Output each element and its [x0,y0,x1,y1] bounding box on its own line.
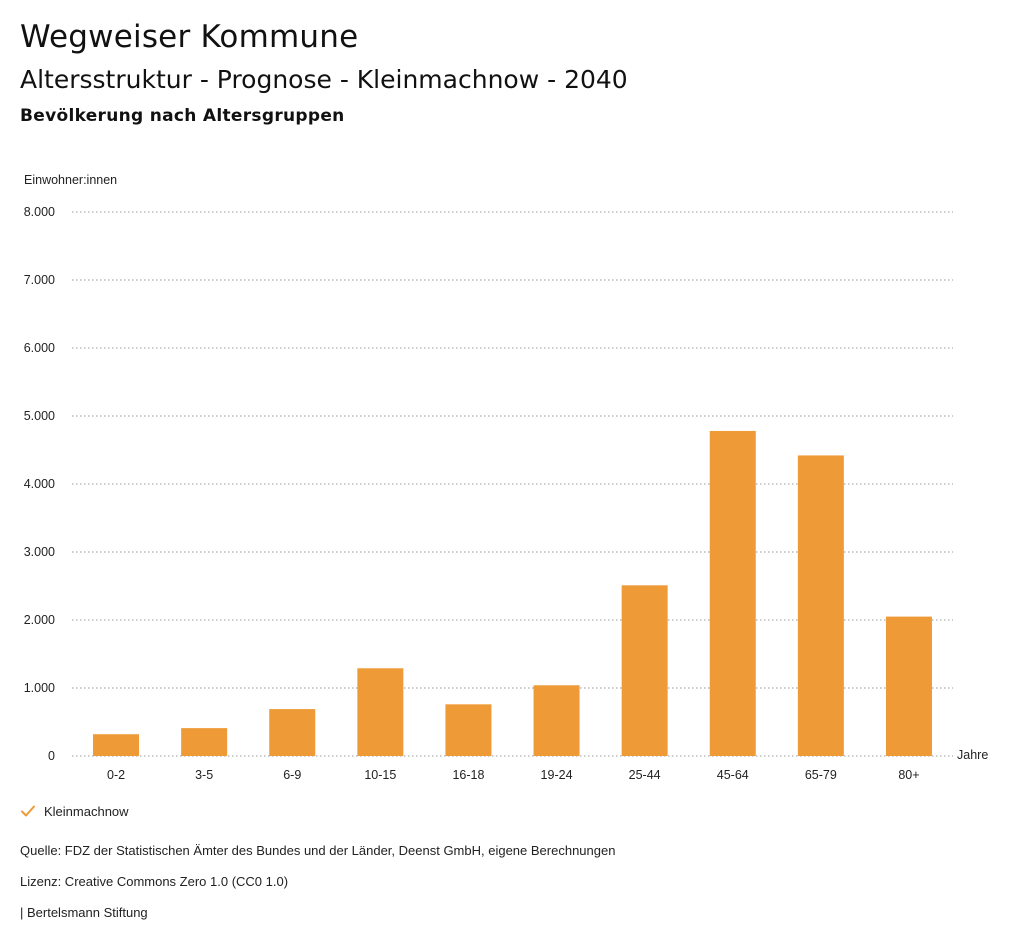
bar-25-44[interactable] [621,585,668,756]
x-tick-label: 6-9 [283,768,301,780]
bar-45-64[interactable] [709,430,756,756]
x-axis-ticks: 0-2 3-5 6-9 10-15 16-18 19-24 25-44 45-64 65-79 8… [107,768,920,780]
y-tick-label: 3.000 [24,545,55,559]
y-tick-label: 6.000 [24,341,55,355]
x-tick-label: 25-44 [629,768,661,780]
bar-chart: Einwohner:innen 0 1.000 2.000 3.000 4.000 5.0… [24,173,989,780]
bar-10-15[interactable] [357,668,404,756]
bar-6-9[interactable] [269,709,316,756]
bar-65-79[interactable] [797,455,844,756]
y-axis-ticks: 0 1.000 2.000 3.000 4.000 5.000 6.000 7.000 8.00… [24,205,55,763]
y-tick-label: 7.000 [24,273,55,287]
bar-16-18[interactable] [445,704,492,756]
y-tick-label: 5.000 [24,409,55,423]
x-tick-label: 19-24 [541,768,573,780]
bar-19-24[interactable] [533,685,580,756]
x-tick-label: 0-2 [107,768,125,780]
bars [93,430,932,756]
y-tick-label: 1.000 [24,681,55,695]
bar-0-2[interactable] [93,734,140,756]
source-note: Quelle: FDZ der Statistischen Ämter des … [20,843,616,858]
legend[interactable]: Kleinmachnow [20,803,129,819]
gridlines [72,211,953,757]
x-tick-label: 45-64 [717,768,749,780]
check-icon[interactable] [20,803,36,819]
x-tick-label: 10-15 [364,768,396,780]
bar-3-5[interactable] [181,728,228,756]
y-tick-label: 0 [48,749,55,763]
page-title: Wegweiser Kommune [20,19,359,55]
section-title: Bevölkerung nach Altersgruppen [20,106,345,126]
y-tick-label: 8.000 [24,205,55,219]
x-tick-label: 3-5 [195,768,213,780]
x-axis-label: Jahre [957,748,988,762]
x-tick-label: 16-18 [452,768,484,780]
x-tick-label: 80+ [898,768,919,780]
y-axis-label: Einwohner:innen [24,173,117,187]
legend-item-label[interactable]: Kleinmachnow [44,803,129,819]
bar-80+[interactable] [885,616,932,756]
page-subtitle: Altersstruktur - Prognose - Kleinmachnow… [20,65,628,94]
x-tick-label: 65-79 [805,768,837,780]
license-note: Lizenz: Creative Commons Zero 1.0 (CC0 1… [20,874,289,889]
y-tick-label: 4.000 [24,477,55,491]
publisher-note: | Bertelsmann Stiftung [20,905,148,920]
y-tick-label: 2.000 [24,613,55,627]
